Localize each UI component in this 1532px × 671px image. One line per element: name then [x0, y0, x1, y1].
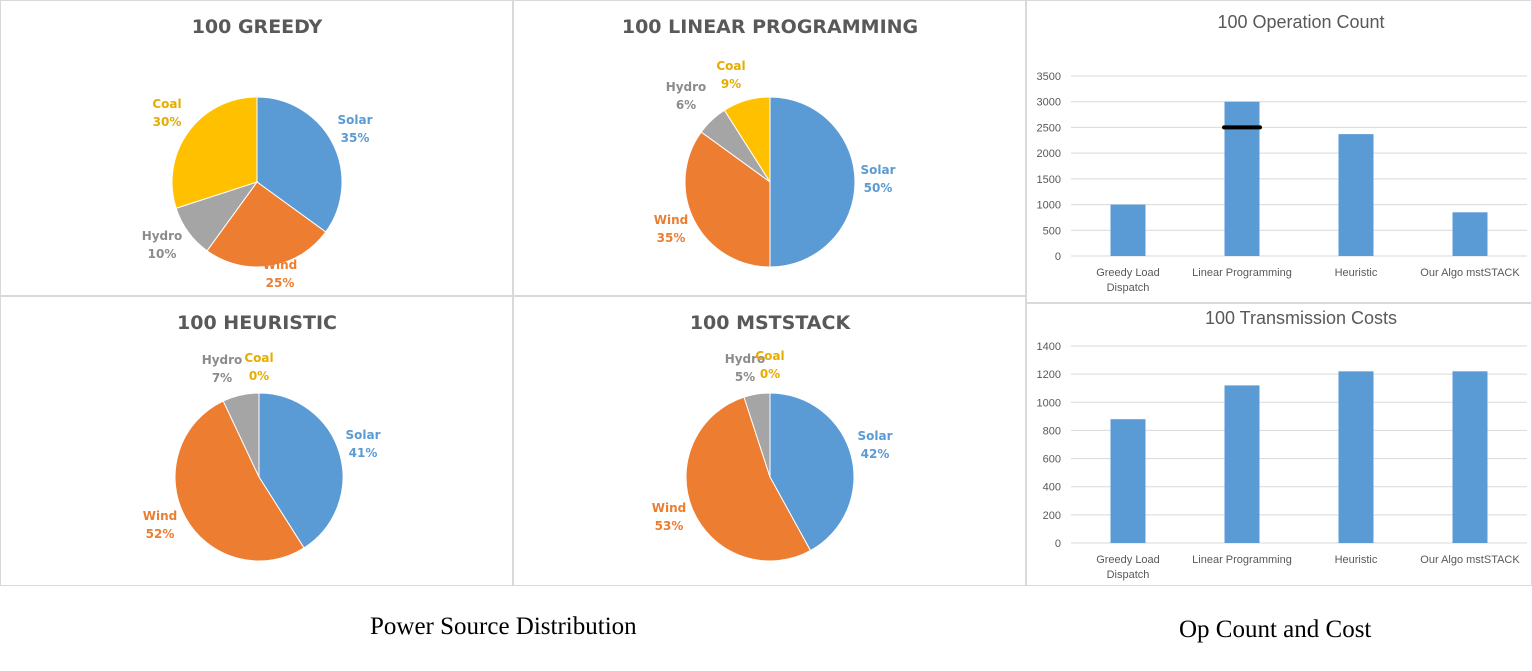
- 100-greedy-label-wind: Wind 25%: [263, 258, 297, 290]
- 100-operation-count-ytick-label: 3500: [1037, 71, 1061, 83]
- 100-operation-count-ytick-label: 3000: [1037, 97, 1061, 109]
- 100-transmission-costs-ytick-label: 800: [1043, 425, 1061, 437]
- 100-transmission-costs-bar-linear-programming: [1224, 385, 1260, 543]
- bar-chart-transmission-costs: 100 Transmission Costs 0 200 400 600 800 1000 1…: [1037, 308, 1527, 581]
- 100-linear-programming-label-wind: Wind 35%: [654, 213, 688, 245]
- pie-chart-heuristic: 100 HEURISTIC Solar 41% Wind 52% Hydro 7%Coal 0…: [143, 312, 381, 562]
- 100-heuristic-label-hydro: Hydro 7%: [202, 353, 243, 385]
- 100-transmission-costs-title: 100 Transmission Costs: [1205, 308, 1397, 328]
- 100-greedy-slice-coal: [171, 96, 258, 209]
- 100-operation-count-ytick-label: 1500: [1037, 174, 1061, 186]
- 100-greedy-slice-solar: [256, 96, 343, 233]
- 100-transmission-costs-category-label: Greedy Load Dispatch: [1096, 554, 1160, 581]
- 100-transmission-costs-bar-heuristic: [1338, 371, 1374, 543]
- 100-transmission-costs-ytick-label: 0: [1055, 538, 1061, 550]
- 100-transmission-costs-category-label: Linear Programming: [1192, 554, 1292, 566]
- 100-operation-count-category-label: Heuristic: [1335, 267, 1378, 279]
- 100-operation-count-bar-linear-programming: [1224, 101, 1260, 256]
- 100-transmission-costs-category-label: Our Algo mstSTACK: [1420, 554, 1520, 566]
- 100-mststack-slice-hydro: [743, 392, 771, 478]
- pie-panel-linear-programming: 100 LINEAR PROGRAMMING Solar 50% Wind 35% Hyd…: [513, 0, 1026, 296]
- 100-greedy-slice-wind: [206, 181, 327, 268]
- 100-heuristic-slice-wind: [174, 400, 305, 562]
- 100-linear-programming-slice-solar: [769, 96, 856, 268]
- 100-transmission-costs-ytick-label: 1400: [1037, 341, 1061, 353]
- 100-transmission-costs-category-label: Heuristic: [1335, 554, 1378, 566]
- 100-greedy-label-solar: Solar 35%: [337, 113, 372, 145]
- 100-operation-count-ytick-label: 2000: [1037, 148, 1061, 160]
- pie-chart-mststack: 100 MSTSTACK Solar 42% Wind 53% Hydro 5%Coal 0%: [652, 312, 893, 562]
- caption-op-count-and-cost: Op Count and Cost: [1179, 616, 1372, 643]
- pie-chart-linear-programming: 100 LINEAR PROGRAMMING Solar 50% Wind 35% Hyd…: [622, 16, 918, 268]
- 100-linear-programming-slice-wind: [684, 131, 771, 268]
- 100-operation-count-bar-our-algo-mststack: [1452, 212, 1488, 256]
- 100-operation-count-ytick-label: 1000: [1037, 200, 1061, 212]
- 100-transmission-costs-bar-greedy-load-dispatch: [1110, 419, 1146, 543]
- 100-operation-count-ytick-label: 500: [1043, 225, 1061, 237]
- 100-mststack-label-wind: Wind 53%: [652, 501, 686, 533]
- 100-linear-programming-title: 100 LINEAR PROGRAMMING: [622, 16, 918, 38]
- bar-panel-transmission-costs: 100 Transmission Costs 0 200 400 600 800 1000 1…: [1026, 303, 1532, 586]
- 100-mststack-label-coal: Coal 0%: [755, 349, 784, 381]
- 100-heuristic-label-wind: Wind 52%: [143, 509, 177, 541]
- pie-panel-heuristic: 100 HEURISTIC Solar 41% Wind 52% Hydro 7% Coal 0…: [0, 296, 513, 586]
- pie-panel-mststack: 100 MSTSTACK Solar 42% Wind 53% Hydro 5% Coal 0%: [513, 296, 1026, 586]
- 100-heuristic-title: 100 HEURISTIC: [177, 312, 337, 334]
- 100-operation-count-bar-greedy-load-dispatch: [1110, 204, 1146, 256]
- 100-transmission-costs-ytick-label: 200: [1043, 510, 1061, 522]
- 100-mststack-slice-solar: [769, 392, 855, 552]
- 100-mststack-title: 100 MSTSTACK: [690, 312, 852, 334]
- 100-linear-programming-label-hydro: Hydro 6%: [666, 80, 707, 112]
- 100-greedy-label-coal: Coal 30%: [152, 97, 181, 129]
- 100-mststack-label-hydro: Hydro 5%: [725, 352, 766, 384]
- 100-linear-programming-label-solar: Solar 50%: [860, 163, 895, 195]
- 100-greedy-label-hydro: Hydro 10%: [142, 229, 183, 261]
- caption-power-source-distribution: Power Source Distribution: [370, 613, 637, 640]
- 100-heuristic-label-solar: Solar 41%: [345, 428, 380, 460]
- 100-transmission-costs-ytick-label: 1000: [1037, 397, 1061, 409]
- 100-operation-count-category-label: Greedy Load Dispatch: [1096, 267, 1160, 294]
- 100-transmission-costs-ytick-label: 600: [1043, 454, 1061, 466]
- 100-operation-count-ytick-label: 2500: [1037, 122, 1061, 134]
- 100-mststack-label-solar: Solar 42%: [857, 429, 892, 461]
- 100-greedy-title: 100 GREEDY: [192, 16, 323, 38]
- 100-transmission-costs-ytick-label: 400: [1043, 482, 1061, 494]
- 100-operation-count-category-label: Our Algo mstSTACK: [1420, 267, 1520, 279]
- 100-linear-programming-label-coal: Coal 9%: [716, 59, 745, 91]
- 100-mststack-slice-wind: [685, 396, 812, 562]
- 100-operation-count-title: 100 Operation Count: [1217, 12, 1384, 32]
- 100-operation-count-category-label: Linear Programming: [1192, 267, 1292, 279]
- 100-transmission-costs-bar-our-algo-mststack: [1452, 371, 1488, 543]
- bar-panel-operation-count: 100 Operation Count 0 500 1000 1500 2000 2500 3…: [1026, 0, 1532, 303]
- 100-transmission-costs-ytick-label: 1200: [1037, 369, 1061, 381]
- 100-operation-count-bar-heuristic: [1338, 134, 1374, 256]
- 100-operation-count-ytick-label: 0: [1055, 251, 1061, 263]
- pie-panel-greedy: 100 GREEDY Solar 35% Wind 25% Hydro 10% Coal 30%: [0, 0, 513, 296]
- 100-linear-programming-slice-coal: [723, 96, 771, 184]
- 100-heuristic-slice-hydro: [222, 392, 260, 478]
- bar-chart-operation-count: 100 Operation Count 0 500 1000 1500 2000 2500 3…: [1037, 12, 1527, 294]
- 100-heuristic-label-coal: Coal 0%: [244, 351, 273, 383]
- pie-chart-greedy: 100 GREEDY Solar 35% Wind 25% Hydro 10% Coal 30%: [142, 16, 373, 290]
